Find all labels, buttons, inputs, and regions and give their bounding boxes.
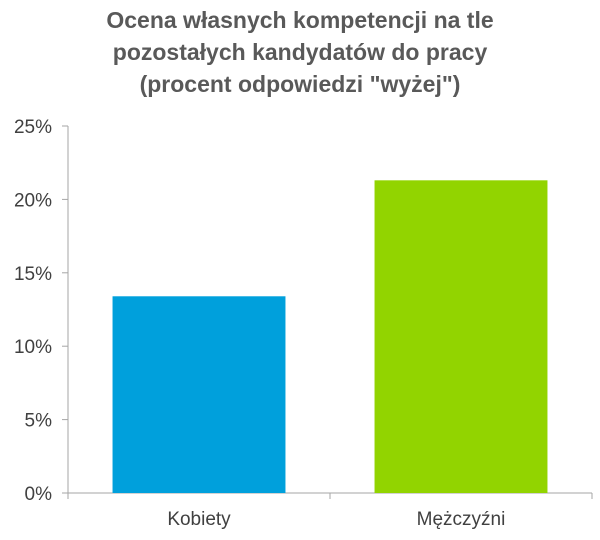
category-labels: Kobiety Mężczyźni <box>167 509 505 530</box>
y-axis: 0% 5% 10% 15% 20% 25% <box>14 117 69 505</box>
y-tick-label: 15% <box>14 264 52 285</box>
x-category-label: Kobiety <box>167 509 231 530</box>
bar-2 <box>374 180 548 494</box>
y-tick-label: 20% <box>14 190 52 211</box>
x-category-label: Mężczyźni <box>417 509 506 530</box>
x-axis <box>67 492 593 499</box>
y-tick-label: 10% <box>14 337 52 358</box>
chart-title-line-1: Ocena własnych kompetencji na tle <box>106 7 494 33</box>
y-tick-label: 25% <box>14 117 52 138</box>
bars <box>112 180 548 494</box>
y-tick-label: 5% <box>25 411 53 432</box>
chart-title-line-2: pozostałych kandydatów do pracy <box>112 39 488 65</box>
y-tick-label: 0% <box>25 484 53 505</box>
chart-title-line-3: (procent odpowiedzi "wyżej") <box>139 71 461 97</box>
bar-1 <box>112 296 286 493</box>
chart-title: Ocena własnych kompetencji na tle pozost… <box>0 4 600 100</box>
